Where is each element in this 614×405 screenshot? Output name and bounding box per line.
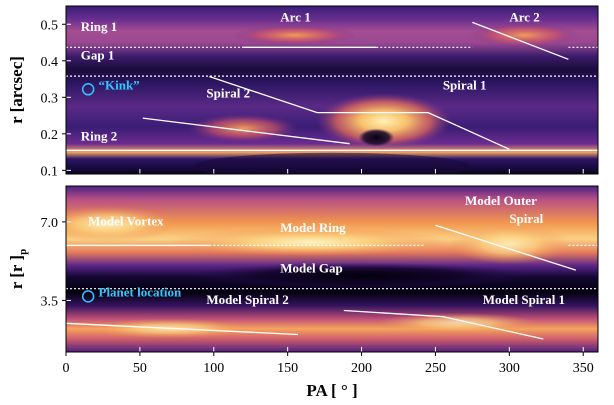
- top-label-spiral-1: Spiral 1: [443, 77, 487, 92]
- bottom-marker-1: [81, 290, 95, 303]
- top-overlay-line-9: [209, 75, 510, 150]
- bottom-y-axis-title-main: r [r ]: [7, 255, 26, 289]
- top-y-tick-label: 0.2: [41, 128, 59, 143]
- model-ring-emission: [169, 228, 450, 257]
- bottom-label-model-ring: Model Ring: [280, 220, 346, 235]
- top-heatmap-image: [66, 6, 598, 174]
- bottom-x-tick-label: 200: [351, 361, 372, 376]
- bottom-overlay-line-4: [435, 224, 576, 271]
- top-y-axis: 0.1 0.2 0.3 0.4 0.5: [41, 18, 584, 179]
- inner-dark-region: [192, 152, 472, 174]
- bottom-x-tick-label: 350: [573, 361, 594, 376]
- spiral-1-emission: [315, 93, 452, 150]
- top-frame: [65, 5, 599, 175]
- top-overlay: Ring 1 Gap 1 Ring 2 “Kink” Arc 1 Arc 2 Spiral …: [66, 9, 598, 151]
- top-panel: Ring 1 Gap 1 Ring 2 “Kink” Arc 1 Arc 2 Spiral …: [41, 5, 599, 179]
- bottom-frame: [65, 185, 599, 353]
- bottom-x-tick-label: 250: [425, 361, 446, 376]
- model-outer-spiral-emission: [449, 224, 570, 265]
- top-label-arc-2: Arc 2: [509, 9, 539, 24]
- top-label-arc-1: Arc 1: [280, 9, 310, 24]
- top-marker-1: [81, 83, 95, 96]
- model-spiral-1-emission: [377, 312, 538, 333]
- bottom-label-model-gap: Model Gap: [280, 260, 342, 275]
- top-y-tick-label: 0.3: [41, 91, 59, 106]
- top-overlay-line-5: [472, 21, 569, 60]
- bottom-label-model-spiral-2: Model Spiral 2: [206, 292, 288, 307]
- bottom-y-axis-title-subscript: p: [17, 249, 29, 255]
- bottom-label-model-spiral-1: Model Spiral 1: [483, 292, 565, 307]
- model-gap-region: [191, 262, 532, 289]
- top-overlay-line-8: [142, 117, 350, 145]
- top-y-tick-label: 0.1: [41, 164, 59, 179]
- top-label-ring-1: Ring 1: [81, 19, 117, 34]
- top-label-kink: “Kink”: [99, 77, 140, 92]
- bottom-y-tick-label: 7.0: [41, 216, 59, 231]
- bottom-x-tick-label: 0: [63, 361, 70, 376]
- bottom-label-model-outer: Model Outer: [465, 193, 537, 208]
- model-vortex-emission: [66, 206, 178, 243]
- bottom-label-planet-location: Planet location: [99, 284, 182, 299]
- bottom-overlay: Model Vortex Model Ring Model Gap Model Out…: [65, 193, 598, 340]
- x-axis-title: PA [ ° ]: [306, 381, 357, 400]
- spiral-2-emission: [188, 114, 299, 143]
- dark-cavity: [358, 128, 395, 147]
- top-y-tick-label: 0.5: [41, 18, 59, 33]
- bottom-x-tick-label: 150: [277, 361, 298, 376]
- bottom-x-tick-label: 300: [499, 361, 520, 376]
- bottom-label-spiral: Spiral: [509, 211, 543, 226]
- top-label-spiral-2: Spiral 2: [206, 85, 250, 100]
- bottom-label-model-vortex: Model Vortex: [88, 213, 164, 228]
- bottom-x-tick-label: 50: [133, 361, 147, 376]
- arc-2-emission: [469, 23, 580, 48]
- arc-1-emission: [233, 25, 358, 46]
- bottom-x-tick-label: 100: [203, 361, 224, 376]
- bottom-heatmap-image: [66, 186, 598, 352]
- top-label-ring-2: Ring 2: [81, 128, 117, 143]
- bottom-axes: 3.5 7.0 0 50 100 150 200 250 300 350: [41, 216, 594, 376]
- top-y-tick-label: 0.4: [41, 55, 59, 70]
- bottom-overlay-line-7: [343, 309, 544, 340]
- bottom-y-tick-label: 3.5: [41, 294, 59, 309]
- top-label-gap-1: Gap 1: [81, 47, 115, 62]
- top-y-axis-title: r [arcsec]: [7, 56, 26, 124]
- bottom-panel: Model Vortex Model Ring Model Gap Model Out…: [41, 185, 599, 376]
- bottom-overlay-line-6: [65, 322, 299, 336]
- bottom-y-axis-title: r [r ]p: [7, 249, 29, 289]
